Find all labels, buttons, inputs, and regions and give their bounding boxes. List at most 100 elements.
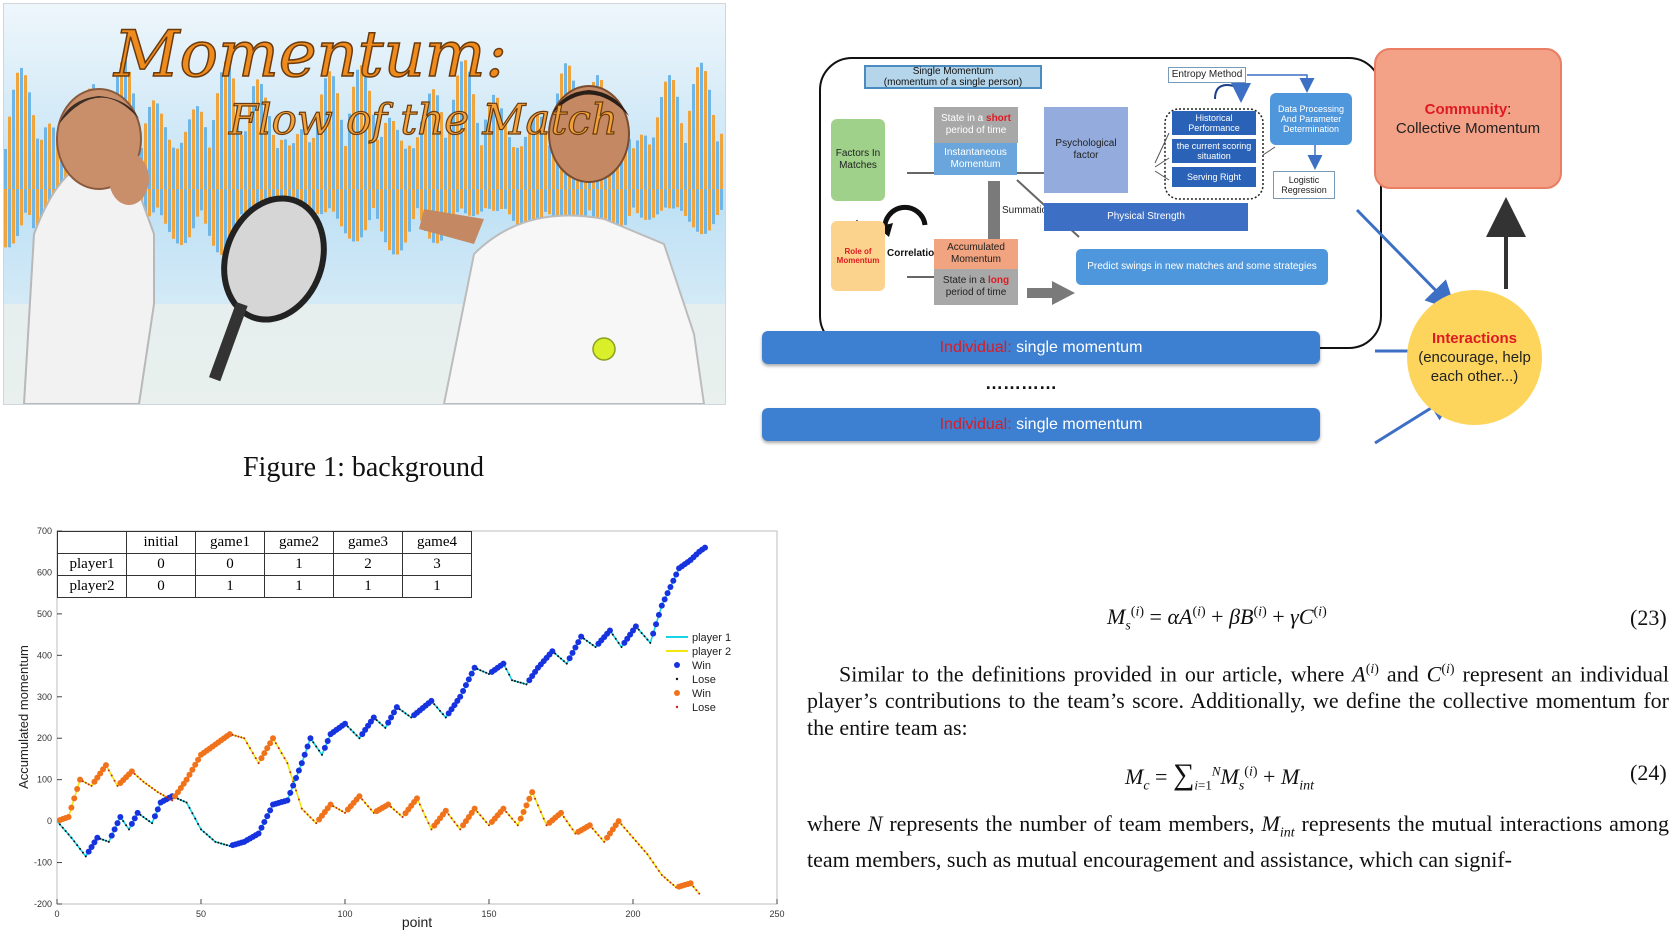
player-2-lose-marker xyxy=(136,775,139,778)
left-player-figure xyxy=(22,88,155,404)
wave-bar xyxy=(652,137,655,189)
player-1-lose-marker xyxy=(401,710,404,713)
wave-bar xyxy=(400,189,403,251)
player-1-lose-marker xyxy=(640,631,643,634)
wave-bar xyxy=(280,139,283,189)
player-1-win-marker xyxy=(151,813,158,820)
player-2-lose-marker xyxy=(133,772,136,775)
single-momentum-subtitle: (momentum of a single person) xyxy=(883,77,1023,88)
wave-bar xyxy=(556,189,559,238)
player-1-lose-marker xyxy=(320,753,323,756)
player-2-win-marker xyxy=(385,801,392,808)
wave-bar xyxy=(708,89,711,189)
wave-bar xyxy=(536,111,539,189)
player-2-lose-marker xyxy=(168,797,171,800)
player-1-win-marker xyxy=(307,735,314,742)
momentum-framework-diagram: Single Momentum (momentum of a single pe… xyxy=(762,48,1617,485)
legend-swatch xyxy=(675,705,679,709)
community-colon: : xyxy=(1507,100,1512,118)
legend-label: Win xyxy=(692,660,711,672)
single-momentum-title-box: Single Momentum (momentum of a single pe… xyxy=(864,65,1042,89)
wave-bar xyxy=(364,189,367,231)
score-table-cell: 0 xyxy=(126,575,196,598)
player-1-lose-marker xyxy=(482,670,485,673)
player-1-lose-marker xyxy=(312,741,315,744)
player-1-lose-marker xyxy=(381,724,384,727)
player-2-lose-marker xyxy=(306,813,309,816)
player-2-lose-marker xyxy=(539,810,542,813)
player-1-win-marker xyxy=(298,760,305,767)
player-2-win-marker xyxy=(517,815,524,822)
player-1-win-marker xyxy=(342,720,348,727)
y-tick-label: 0 xyxy=(47,816,52,826)
wave-bar xyxy=(360,65,363,189)
wave-bar xyxy=(612,189,615,246)
player-2-lose-marker xyxy=(110,774,113,777)
player-1-lose-marker xyxy=(73,840,76,843)
wave-bar xyxy=(196,189,199,217)
wave-bar xyxy=(712,114,715,189)
wave-bar xyxy=(232,189,235,239)
state-short-suffix: period of time xyxy=(945,125,1007,136)
wave-bar xyxy=(636,189,639,214)
wave-bar xyxy=(672,189,675,209)
state-short-word: short xyxy=(986,113,1012,124)
player-2-lose-marker xyxy=(591,827,594,830)
logistic-regression-box: Logistic Regression xyxy=(1273,171,1335,199)
wave-bar xyxy=(192,189,195,229)
wave-bar xyxy=(320,189,323,215)
legend-label: Lose xyxy=(692,702,716,714)
player-1-lose-marker xyxy=(197,823,200,826)
legend-swatch xyxy=(675,677,679,681)
wave-bar xyxy=(492,94,495,189)
wave-bar xyxy=(668,189,671,209)
wave-bar xyxy=(540,116,543,189)
player-1-lose-marker xyxy=(352,731,355,734)
player-2-lose-marker xyxy=(600,837,603,840)
score-table: initial game1 game2 game3 game4 player1 0 0 1 2 3 p… xyxy=(57,531,472,598)
player-1-win-marker xyxy=(134,809,141,816)
player-2-lose-marker xyxy=(139,778,142,781)
wave-bar xyxy=(220,189,223,255)
player-1-win-marker xyxy=(658,602,665,609)
background-banner-image: Momentum: Flow of the Match xyxy=(3,3,726,405)
wave-bar xyxy=(624,134,627,189)
player-2-lose-marker xyxy=(505,810,508,813)
wave-bar xyxy=(28,92,31,189)
ellipsis-dots: ………… xyxy=(985,373,1057,393)
individual-bar-1: Individual: single momentum xyxy=(762,331,1320,364)
player-2-lose-marker xyxy=(369,808,372,811)
wave-bar xyxy=(184,189,187,243)
player-2-lose-marker xyxy=(283,757,286,760)
player-1-win-marker xyxy=(632,623,639,630)
wave-bar xyxy=(404,189,407,243)
player-1-lose-marker xyxy=(485,671,488,674)
player-1-lose-marker xyxy=(407,714,410,717)
player-2-win-marker xyxy=(102,762,109,769)
wave-bar xyxy=(516,147,519,189)
wave-bar xyxy=(316,189,319,214)
player-2-win-marker xyxy=(195,756,202,763)
player-2-win-marker xyxy=(356,793,363,800)
player-2-lose-marker xyxy=(447,813,450,816)
wave-bar xyxy=(236,189,239,227)
wave-bar xyxy=(488,102,491,189)
player-1-lose-marker xyxy=(562,660,565,663)
right-player-figure xyxy=(419,85,706,404)
summation-label: Summation xyxy=(1002,205,1053,216)
player-1-lose-marker xyxy=(76,844,79,847)
wave-bar xyxy=(496,97,499,189)
player-2-win-marker xyxy=(414,795,420,802)
player-2-lose-marker xyxy=(280,752,283,755)
score-table-cell: game1 xyxy=(195,531,265,554)
player-2-lose-marker xyxy=(151,786,154,789)
player-2-lose-marker xyxy=(315,822,318,825)
wave-bar xyxy=(212,120,215,189)
score-table-cell: player2 xyxy=(57,575,127,598)
wave-bar xyxy=(412,189,415,220)
wave-bar xyxy=(224,189,227,254)
wave-bar xyxy=(228,63,231,189)
wave-bar xyxy=(464,60,467,189)
player-2-lose-marker xyxy=(332,805,335,808)
wave-bar xyxy=(304,189,307,209)
